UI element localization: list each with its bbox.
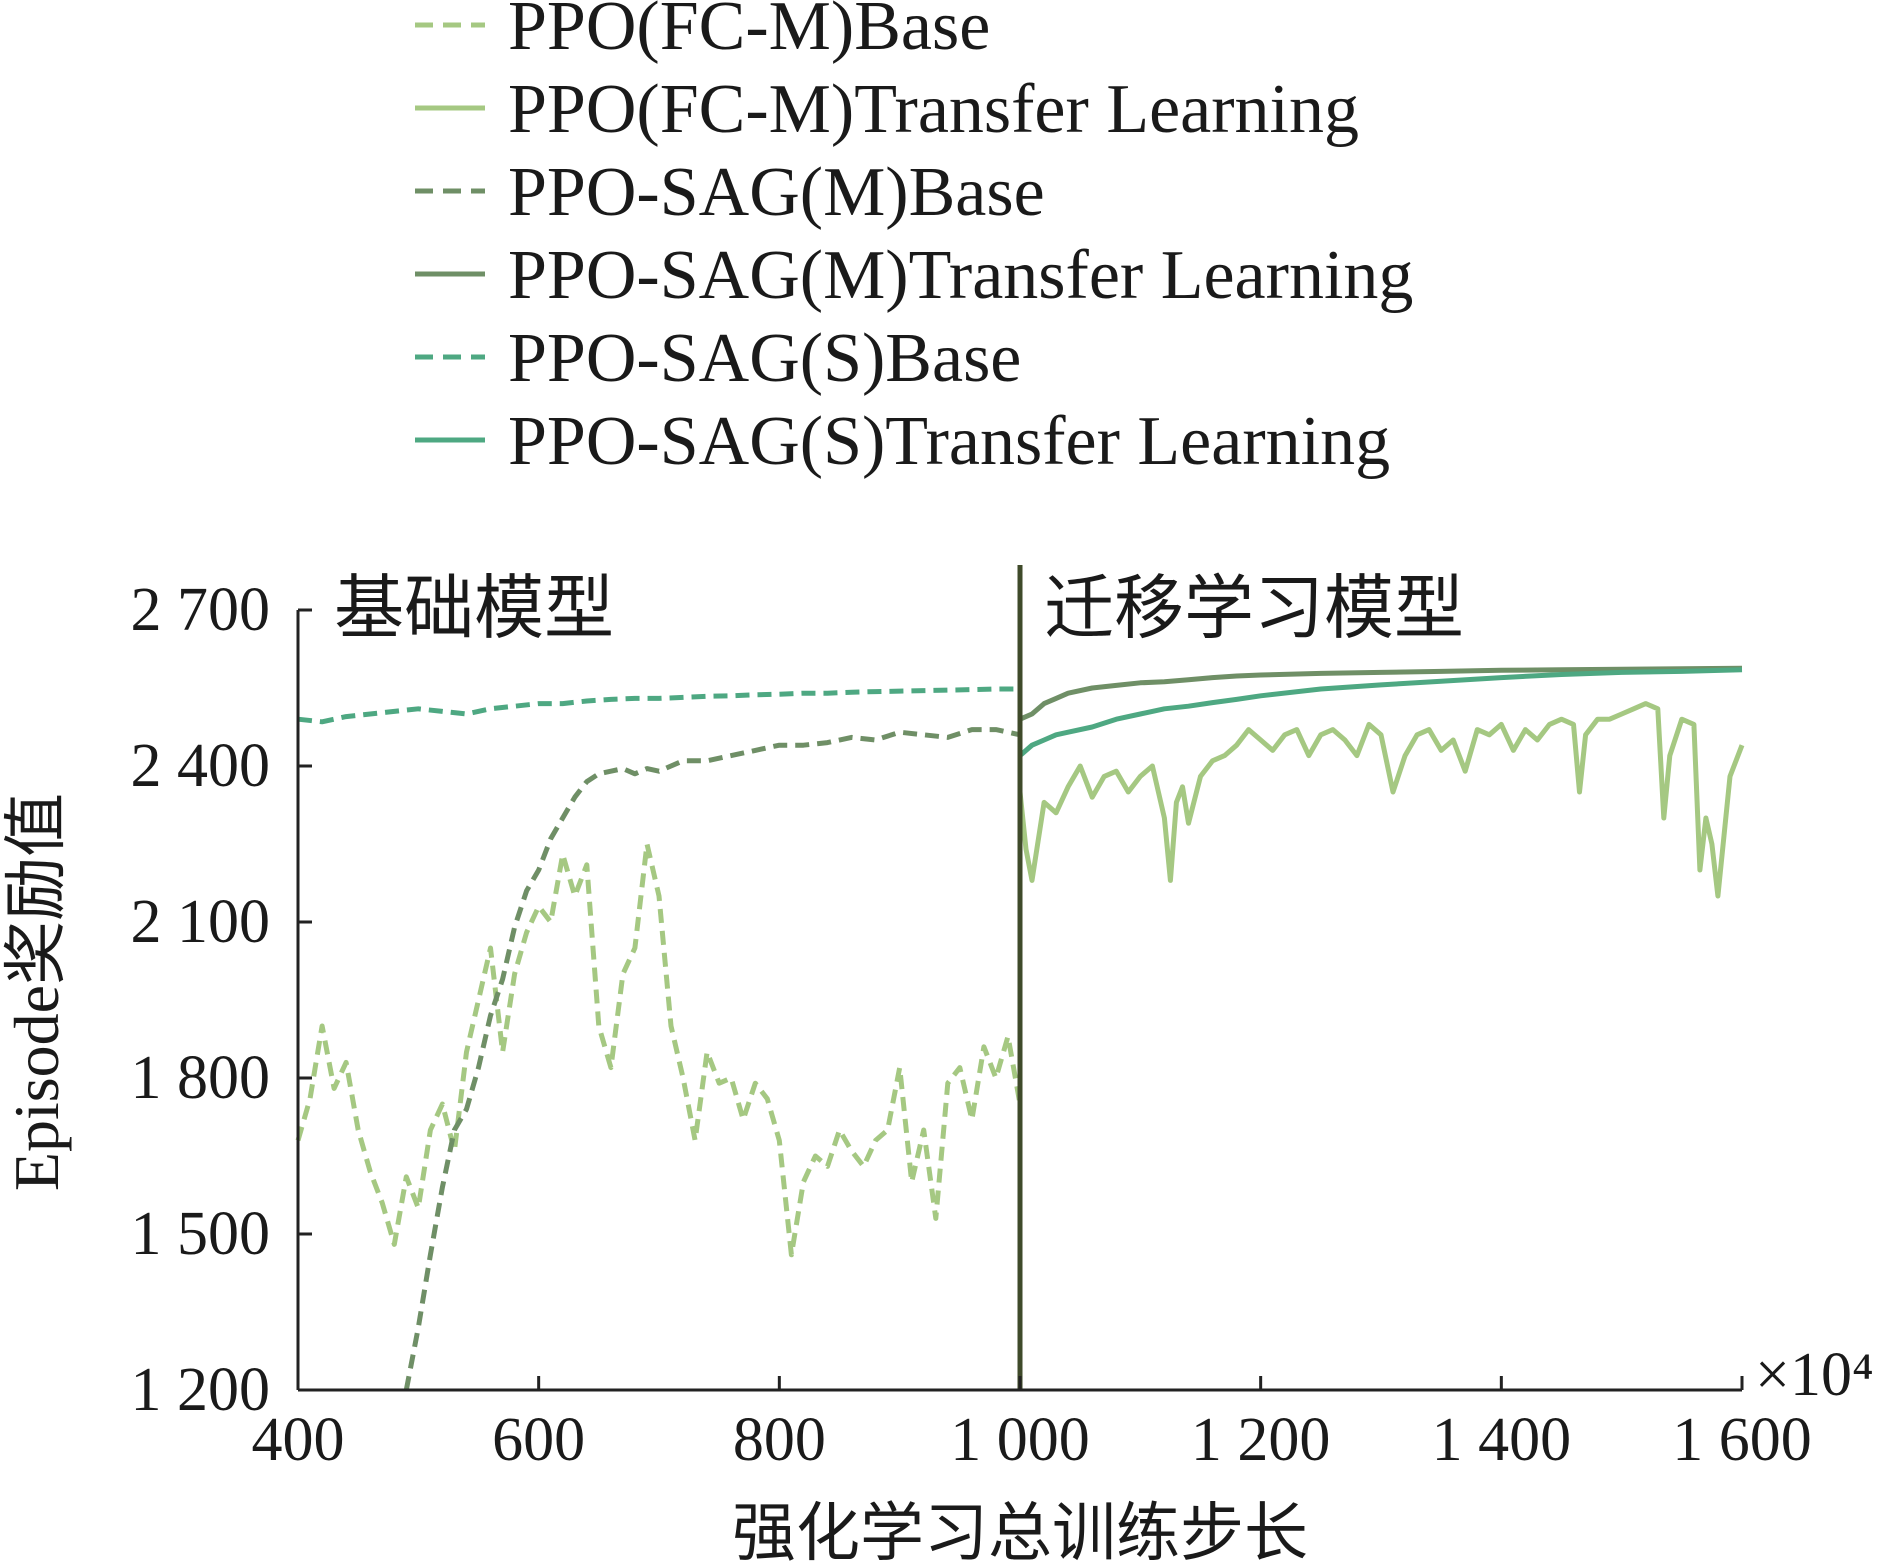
- x-multiplier-label: ×10⁴: [1755, 1341, 1874, 1409]
- plot-area: 400 600 800 1 000 1 200 1 400 1 600 1 200 1 500 1…: [131, 565, 1812, 1474]
- series-line-5: [297, 686, 1020, 725]
- series-layer: [295, 665, 1745, 1391]
- series-line-3: [403, 727, 1021, 1391]
- x-tick-label: 1 600: [1672, 1406, 1812, 1474]
- y-tick-label: 2 700: [131, 576, 271, 644]
- x-tick-label: 1 200: [1191, 1406, 1331, 1474]
- y-tick-label: 2 400: [131, 732, 271, 800]
- legend-label-4: PPO-SAG(M)Transfer Learning: [508, 237, 1413, 314]
- y-tick-label: 2 100: [131, 888, 271, 956]
- series-line-2: [1017, 701, 1745, 899]
- legend-label-2: PPO(FC-M)Transfer Learning: [508, 71, 1359, 148]
- x-tick-label: 400: [252, 1406, 345, 1474]
- region-label-1: 基础模型: [334, 571, 614, 648]
- axes-layer: 400 600 800 1 000 1 200 1 400 1 600 1 200 1 500 1…: [131, 565, 1812, 1474]
- legend-label-1: PPO(FC-M)Base: [508, 0, 990, 65]
- legend-label-5: PPO-SAG(S)Base: [508, 320, 1021, 397]
- series-line-4: [1019, 665, 1743, 722]
- x-tick-label: 1 400: [1432, 1406, 1572, 1474]
- series-line-1: [295, 841, 1023, 1258]
- x-tick-label: 1 000: [950, 1406, 1090, 1474]
- region-label-2: 迁移学习模型: [1044, 571, 1464, 648]
- x-axis-title: 强化学习总训练步长: [732, 1498, 1308, 1568]
- y-tick-label: 1 800: [131, 1044, 271, 1112]
- legend-label-3: PPO-SAG(M)Base: [508, 154, 1045, 231]
- series-line-6: [1018, 667, 1743, 758]
- y-tick-label: 1 200: [131, 1356, 271, 1424]
- y-axis-title: Episode奖励值: [1, 793, 72, 1191]
- y-tick-label: 1 500: [131, 1200, 271, 1268]
- x-tick-label: 800: [733, 1406, 826, 1474]
- x-tick-label: 600: [492, 1406, 585, 1474]
- legend-label-6: PPO-SAG(S)Transfer Learning: [508, 403, 1390, 480]
